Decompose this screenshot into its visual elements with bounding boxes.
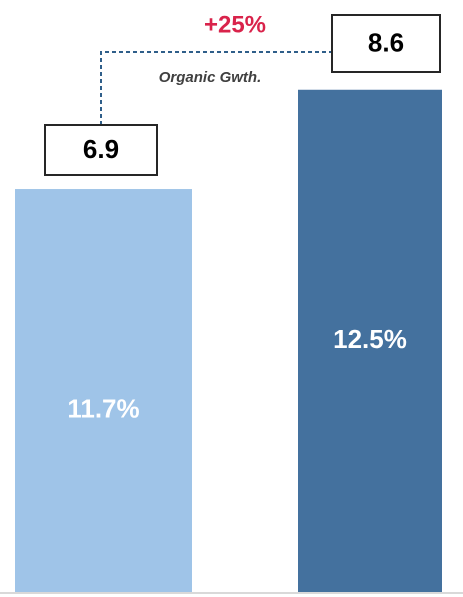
value-label: 8.6 bbox=[368, 27, 404, 57]
inner-label: 12.5% bbox=[333, 324, 407, 354]
value-box bbox=[331, 14, 441, 73]
growth-note: Organic Gwth. bbox=[159, 69, 262, 86]
bar bbox=[15, 189, 192, 593]
value-box bbox=[44, 124, 158, 176]
inner-label: 11.7% bbox=[67, 393, 139, 423]
growth-connector bbox=[100, 51, 332, 125]
growth-label: +25% bbox=[204, 11, 266, 38]
value-label: 6.9 bbox=[83, 134, 119, 164]
bar bbox=[298, 89, 442, 592]
